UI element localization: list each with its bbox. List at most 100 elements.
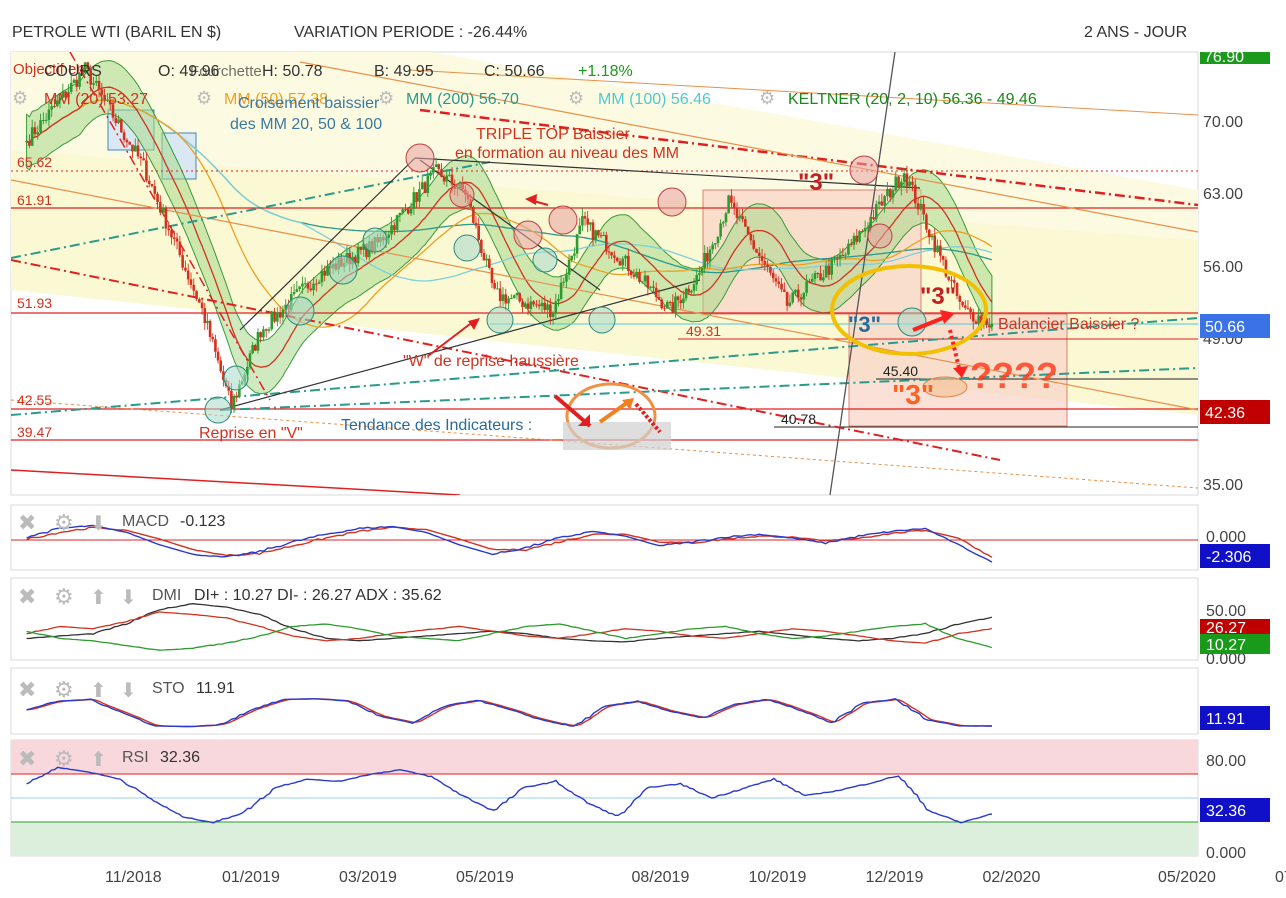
legend-gear-icons[interactable]: ⚙ ⚙ ⚙ ⚙ ⚙	[12, 88, 775, 108]
candle-body	[61, 91, 65, 98]
candle-body	[660, 299, 664, 309]
candle-body	[880, 201, 884, 206]
candle-body	[50, 106, 53, 110]
candle-body	[139, 156, 143, 159]
sto-move-down-icon[interactable]: ⬇	[120, 680, 137, 702]
sto-move-up-icon[interactable]: ⬆	[90, 680, 107, 702]
candle-body	[192, 284, 196, 291]
open-value: O: 49.96	[158, 63, 219, 80]
candle-body	[741, 216, 744, 220]
candle-body	[822, 277, 825, 281]
candle-body	[142, 158, 145, 161]
candle-body	[317, 282, 321, 284]
wave-3-label-right: "3"	[920, 283, 956, 310]
candle-body	[103, 94, 106, 101]
candle-body	[147, 180, 151, 184]
candle-body	[181, 255, 184, 268]
mm200-gear-icon[interactable]: ⚙	[378, 88, 394, 108]
candle-body	[262, 329, 265, 338]
macd-close-icon[interactable]: ✖	[18, 510, 36, 535]
candle-body	[529, 301, 533, 309]
candle-body	[546, 304, 549, 311]
candle-body	[575, 234, 579, 254]
sto-gear-icon[interactable]: ⚙	[54, 677, 74, 702]
candle-body	[902, 173, 906, 182]
candle-body	[835, 258, 839, 260]
dmi-move-down-icon[interactable]: ⬇	[120, 587, 137, 609]
candle-body	[827, 265, 831, 275]
candlestick-series[interactable]	[25, 61, 994, 414]
candle-body	[44, 119, 48, 121]
macd-signal-line	[26, 526, 993, 558]
candle-body	[55, 100, 59, 107]
sto-title: STO	[152, 680, 185, 697]
candle-body	[440, 169, 443, 177]
candle-body	[979, 315, 983, 324]
candle-body	[971, 312, 975, 322]
candle-body	[621, 258, 625, 266]
macd-gear-icon[interactable]: ⚙	[54, 510, 74, 535]
candle-body	[939, 245, 942, 256]
candle-body	[833, 258, 836, 260]
candle-body	[298, 286, 301, 290]
candle-body	[774, 278, 778, 282]
keltner-gear-icon[interactable]: ⚙	[759, 88, 775, 108]
rsi-panel[interactable]: ✖ ⚙ ⬆ RSI 32.36 80.00 32.36 0.000	[10, 739, 1270, 862]
sto-close-icon[interactable]: ✖	[18, 677, 36, 702]
period-selector[interactable]: 2 ANS - JOUR	[1084, 24, 1188, 41]
mm100-gear-icon[interactable]: ⚙	[568, 88, 584, 108]
macd-badge-value: -2.306	[1206, 549, 1251, 566]
mm50-line	[26, 99, 993, 328]
di-plus-line	[26, 622, 993, 651]
candle-body	[974, 321, 978, 324]
rsi-move-up-icon[interactable]: ⬆	[90, 749, 107, 771]
candle-body	[913, 184, 917, 204]
level-label-49-31: 49.31	[686, 323, 721, 339]
w-line-3	[219, 279, 701, 411]
dmi-close-icon[interactable]: ✖	[18, 584, 36, 609]
y-tick-35: 35.00	[1203, 477, 1243, 494]
macd-panel[interactable]: ✖ ⚙ ⬇ MACD -0.123 0.000 -2.306	[10, 504, 1270, 571]
rsi-oversold-zone	[11, 822, 1198, 856]
mm50-label: MM (50) 57.38	[224, 91, 328, 108]
candle-body	[557, 298, 560, 302]
mm20-gear-icon[interactable]: ⚙	[12, 88, 28, 108]
dmi-panel[interactable]: ✖ ⚙ ⬆ ⬇ DMI DI+ : 10.27 DI- : 26.27 ADX …	[10, 577, 1270, 668]
candle-body	[706, 252, 709, 262]
dmi-gear-icon[interactable]: ⚙	[54, 584, 74, 609]
candle-body	[30, 127, 34, 146]
mm100-line	[26, 99, 993, 282]
macd-move-down-icon[interactable]: ⬇	[90, 513, 107, 535]
candle-body	[788, 302, 792, 306]
croisement-label-1: Croisement baissier	[238, 95, 380, 112]
candle-body	[690, 290, 693, 293]
rsi-gear-icon[interactable]: ⚙	[54, 746, 74, 771]
triple-top-label-2: en formation au niveau des MM	[455, 145, 679, 162]
candle-body	[540, 302, 544, 307]
candle-body	[273, 311, 276, 322]
candle-body	[638, 271, 641, 282]
candle-body	[627, 255, 630, 272]
pivot-circle-top6	[849, 155, 879, 185]
candle-body	[735, 207, 739, 219]
y-tick-56: 56.00	[1203, 259, 1243, 276]
candle-body	[507, 298, 510, 304]
candle-body	[958, 295, 962, 302]
support-value: 42.36	[1205, 405, 1245, 422]
candle-body	[448, 174, 451, 176]
candle-body	[108, 99, 112, 105]
mm50-gear-icon[interactable]: ⚙	[196, 88, 212, 108]
candle-body	[911, 181, 914, 185]
focus-ellipse-yellow	[830, 264, 988, 356]
sto-panel[interactable]: ✖ ⚙ ⬆ ⬇ STO 11.91 11.91	[10, 667, 1270, 735]
dmi-move-up-icon[interactable]: ⬆	[90, 587, 107, 609]
candle-body	[246, 366, 249, 375]
candle-body	[58, 97, 62, 101]
candle-body	[744, 219, 747, 227]
price-panel[interactable]: Objectif en COURS O: 49.96 Fourchette H:…	[10, 49, 1270, 496]
rsi-close-icon[interactable]: ✖	[18, 746, 36, 771]
candle-body	[780, 283, 783, 290]
candle-body	[674, 296, 677, 313]
rsi-badge-value: 32.36	[1206, 803, 1246, 820]
